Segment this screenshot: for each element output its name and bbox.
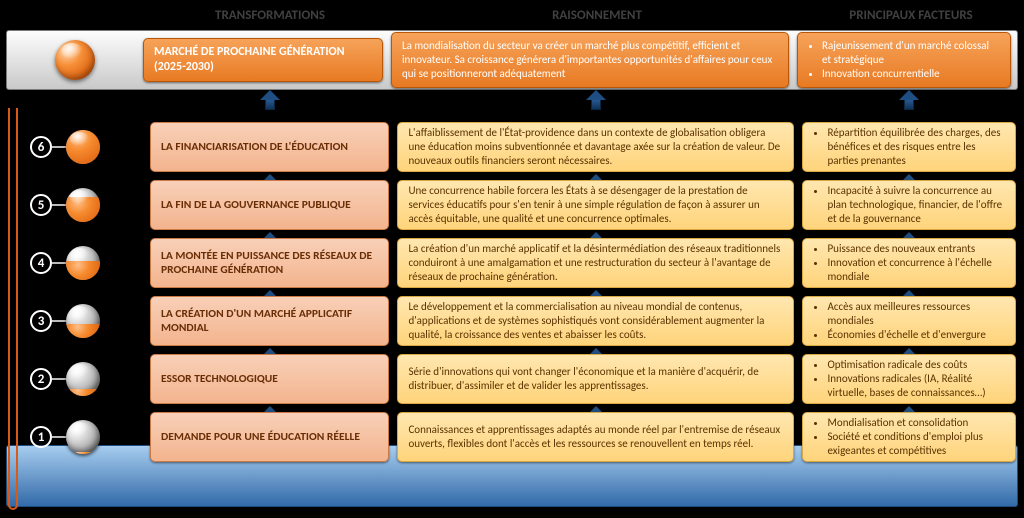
top-title-cell: MARCHÉ DE PROCHAINE GÉNÉRATION (2025-203… xyxy=(143,38,383,82)
reason-cell: La création d'un marché applicatif et la… xyxy=(397,238,794,288)
stage-cells: LA MONTÉE EN PUISSANCE DES RÉSEAUX DE PR… xyxy=(150,238,1016,288)
rows-container: 6 LA FINANCIARISATION DE L'ÉDUCATIONL'aff… xyxy=(0,118,1024,466)
stage-row: 2 ESSOR TECHNOLOGIQUESérie d'innovations … xyxy=(0,350,1024,408)
reason-cell: L'affaiblissement de l'État-providence d… xyxy=(397,122,794,172)
goal-orb-icon xyxy=(55,40,95,80)
header-raisonnement: RAISONNEMENT xyxy=(398,0,796,30)
reason-cell: Série d'innovations qui vont changer l'é… xyxy=(397,354,794,404)
fill-orb-icon xyxy=(66,188,100,222)
reason-cell: Connaissances et apprentissages adaptés … xyxy=(397,412,794,462)
stage-number: 2 xyxy=(30,368,52,390)
factor-cell: Accès aux meilleures ressources mondiale… xyxy=(802,296,1016,346)
top-factor-cell: Rajeunissement d'un marché colossal et s… xyxy=(797,32,1011,87)
factor-item: Mondialisation et consolidation xyxy=(827,416,1005,430)
diagram-canvas: TRANSFORMATIONS RAISONNEMENT PRINCIPAUX … xyxy=(0,0,1024,518)
reason-cell: Une concurrence habile forcera les États… xyxy=(397,180,794,230)
stage-number: 4 xyxy=(30,252,52,274)
factor-item: Répartition équilibrée des charges, des … xyxy=(827,126,1005,167)
up-arrow-icon xyxy=(900,92,918,110)
stage-number: 6 xyxy=(30,136,52,158)
top-banner: MARCHÉ DE PROCHAINE GÉNÉRATION (2025-203… xyxy=(6,30,1018,90)
stage-row: 3 LA CRÉATION D'UN MARCHÉ APPLICATIF MOND… xyxy=(0,292,1024,350)
factor-item: Incapacité à suivre la concurrence au pl… xyxy=(827,184,1005,225)
arrow-row-top xyxy=(150,92,1016,110)
header-row: TRANSFORMATIONS RAISONNEMENT PRINCIPAUX … xyxy=(0,0,1024,30)
factor-item: Innovation et concurrence à l'échelle mo… xyxy=(827,256,1005,284)
connector-line xyxy=(52,146,66,148)
fill-orb-icon xyxy=(66,246,100,280)
connector-line xyxy=(52,204,66,206)
stage-cells: LA FINANCIARISATION DE L'ÉDUCATIONL'affa… xyxy=(150,122,1016,172)
up-arrow-icon xyxy=(587,92,605,110)
transform-cell: LA CRÉATION D'UN MARCHÉ APPLICATIF MONDI… xyxy=(150,296,389,346)
fill-orb-icon xyxy=(66,420,100,454)
stage-row: 1 DEMANDE POUR UNE ÉDUCATION RÉELLEConnai… xyxy=(0,408,1024,466)
top-reason-cell: La mondialisation du secteur va créer un… xyxy=(391,32,789,87)
header-facteurs: PRINCIPAUX FACTEURS xyxy=(804,0,1018,30)
transform-cell: ESSOR TECHNOLOGIQUE xyxy=(150,354,389,404)
fill-orb-icon xyxy=(66,362,100,396)
factor-cell: Puissance des nouveaux entrantsInnovatio… xyxy=(802,238,1016,288)
transform-cell: LA MONTÉE EN PUISSANCE DES RÉSEAUX DE PR… xyxy=(150,238,389,288)
top-factor-1: Rajeunissement d'un marché colossal et s… xyxy=(822,39,1000,67)
fill-orb-icon xyxy=(66,130,100,164)
factor-item: Économies d'échelle et d'envergure xyxy=(827,328,1005,342)
factor-item: Accès aux meilleures ressources mondiale… xyxy=(827,300,1005,328)
stage-number: 1 xyxy=(30,426,52,448)
factor-cell: Incapacité à suivre la concurrence au pl… xyxy=(802,180,1016,230)
stage-number: 5 xyxy=(30,194,52,216)
factor-cell: Optimisation radicale des coûtsInnovatio… xyxy=(802,354,1016,404)
connector-line xyxy=(52,436,66,438)
factor-item: Puissance des nouveaux entrants xyxy=(827,242,1005,256)
transform-cell: DEMANDE POUR UNE ÉDUCATION RÉELLE xyxy=(150,412,389,462)
stage-cells: DEMANDE POUR UNE ÉDUCATION RÉELLEConnais… xyxy=(150,412,1016,462)
transform-cell: LA FINANCIARISATION DE L'ÉDUCATION xyxy=(150,122,389,172)
transform-cell: LA FIN DE LA GOUVERNANCE PUBLIQUE xyxy=(150,180,389,230)
stage-cells: ESSOR TECHNOLOGIQUESérie d'innovations q… xyxy=(150,354,1016,404)
connector-line xyxy=(52,378,66,380)
stage-cells: LA FIN DE LA GOUVERNANCE PUBLIQUEUne con… xyxy=(150,180,1016,230)
connector-line xyxy=(52,262,66,264)
connector-line xyxy=(52,320,66,322)
factor-item: Société et conditions d'emploi plus exig… xyxy=(827,430,1005,458)
stage-row: 5 LA FIN DE LA GOUVERNANCE PUBLIQUEUne co… xyxy=(0,176,1024,234)
reason-cell: Le développement et la commercialisation… xyxy=(397,296,794,346)
stage-cells: LA CRÉATION D'UN MARCHÉ APPLICATIF MONDI… xyxy=(150,296,1016,346)
stage-row: 4 LA MONTÉE EN PUISSANCE DES RÉSEAUX DE P… xyxy=(0,234,1024,292)
header-transformations: TRANSFORMATIONS xyxy=(150,0,390,30)
fill-orb-icon xyxy=(66,304,100,338)
factor-cell: Mondialisation et consolidationSociété e… xyxy=(802,412,1016,462)
up-arrow-icon xyxy=(261,92,279,110)
factor-item: Innovations radicales (IA, Réalité virtu… xyxy=(827,372,1005,400)
stage-number: 3 xyxy=(30,310,52,332)
factor-item: Optimisation radicale des coûts xyxy=(827,358,1005,372)
stage-row: 6 LA FINANCIARISATION DE L'ÉDUCATIONL'aff… xyxy=(0,118,1024,176)
factor-cell: Répartition équilibrée des charges, des … xyxy=(802,122,1016,172)
top-factor-2: Innovation concurrentielle xyxy=(822,67,1000,81)
